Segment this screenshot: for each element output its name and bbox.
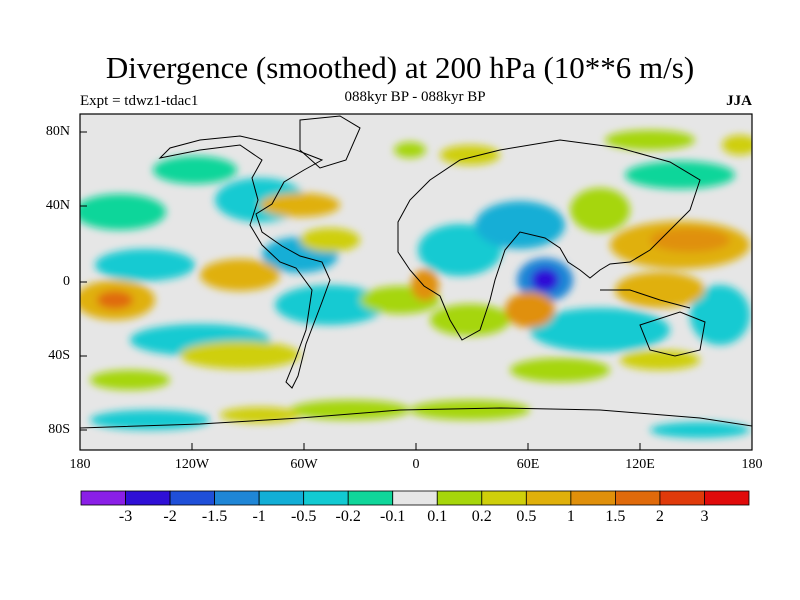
colorbar-swatch xyxy=(258,490,305,506)
field-patch xyxy=(570,188,630,232)
colorbar-label: 3 xyxy=(700,508,709,525)
lon-label-60e: 60E xyxy=(516,457,540,472)
colorbar-swatch xyxy=(659,490,705,506)
field-patch xyxy=(625,161,735,189)
field-patch xyxy=(530,308,670,352)
colorbar-swatch xyxy=(80,490,126,506)
field-patch xyxy=(290,400,410,420)
field-patch xyxy=(650,228,730,252)
field-patch xyxy=(90,370,170,390)
colorbar-swatch xyxy=(615,490,661,506)
coastline-eurasia-africa xyxy=(397,139,701,341)
field-patch xyxy=(650,422,750,438)
field-patch xyxy=(153,156,237,184)
colorbar-swatch xyxy=(214,490,260,506)
coastline-australia xyxy=(639,311,706,357)
coastline-greenland xyxy=(299,115,361,169)
colorbar-label: -0.1 xyxy=(380,508,406,525)
field-patch xyxy=(180,341,300,369)
field-patch xyxy=(200,259,280,291)
field-patch xyxy=(394,142,426,158)
colorbar-swatch xyxy=(570,490,616,506)
field-patch xyxy=(690,285,750,345)
lon-label-120e: 120E xyxy=(625,457,655,472)
lon-label-120w: 120W xyxy=(174,457,210,472)
lat-label-40n: 40N xyxy=(45,198,70,213)
experiment-label: Expt = tdwz1-tdac1 xyxy=(80,93,199,109)
field-patch xyxy=(440,145,500,165)
colorbar-label: 1.5 xyxy=(605,508,626,525)
field-patch xyxy=(722,135,752,155)
lat-label-0: 0 xyxy=(63,274,70,289)
colorbar-label: -0.2 xyxy=(335,508,361,525)
colorbar-label: 0.2 xyxy=(471,508,492,525)
field-patch xyxy=(615,272,705,308)
field-patch xyxy=(80,194,166,230)
field-patch xyxy=(300,228,360,252)
lat-label-40s: 40S xyxy=(48,348,70,363)
map-subtitle: 088kyr BP - 088kyr BP xyxy=(344,89,486,105)
colorbar-label: 1 xyxy=(566,508,575,525)
colorbar-label: -3 xyxy=(118,508,133,525)
field-patch xyxy=(430,304,510,336)
field-patch xyxy=(411,269,439,301)
lat-label-80n: 80N xyxy=(45,124,70,139)
colorbar-swatch xyxy=(347,490,394,506)
field-patch xyxy=(275,285,385,325)
colorbar-swatch xyxy=(303,490,349,506)
lon-label-0: 0 xyxy=(412,457,420,472)
map-plot-area xyxy=(79,113,753,451)
colorbar-label: -0.5 xyxy=(290,508,317,525)
coastlines xyxy=(80,115,752,429)
colorbar-swatch xyxy=(481,490,527,506)
colorbar-swatch xyxy=(169,490,215,506)
field-patch xyxy=(531,268,559,292)
colorbar-label: -1.5 xyxy=(201,508,228,525)
coastline-americas xyxy=(158,135,331,389)
lon-label-180-left: 180 xyxy=(69,457,91,472)
colorbar xyxy=(80,490,750,506)
lat-label-80s: 80S xyxy=(48,422,70,437)
colorbar-label: 0.1 xyxy=(427,508,448,525)
colorbar-swatch xyxy=(525,490,572,506)
colorbar-swatch xyxy=(392,490,438,506)
colorbar-label: -1 xyxy=(252,508,266,525)
colorbar-swatch xyxy=(436,490,483,506)
lon-label-60w: 60W xyxy=(290,457,318,472)
field-patch xyxy=(418,224,502,276)
field-patch xyxy=(605,130,695,150)
axis-ticks xyxy=(80,131,641,450)
coastline-antarctica xyxy=(80,407,752,429)
field-patch xyxy=(95,249,195,281)
coastline-maritime-continent xyxy=(600,289,691,309)
field-patch xyxy=(410,400,530,420)
colorbar-swatch xyxy=(704,490,750,506)
divergence-field xyxy=(80,130,752,438)
colorbar-swatch xyxy=(125,490,171,506)
colorbar-label: 2 xyxy=(655,508,664,525)
field-patch xyxy=(505,292,555,328)
colorbar-label: -2 xyxy=(163,508,177,525)
season-label: JJA xyxy=(726,93,752,109)
map-title: Divergence (smoothed) at 200 hPa (10**6 … xyxy=(105,50,695,85)
field-patch xyxy=(260,193,340,217)
field-patch xyxy=(97,291,133,309)
lon-label-180-right: 180 xyxy=(741,457,763,472)
colorbar-label: 0.5 xyxy=(516,508,537,525)
field-patch xyxy=(510,358,610,382)
